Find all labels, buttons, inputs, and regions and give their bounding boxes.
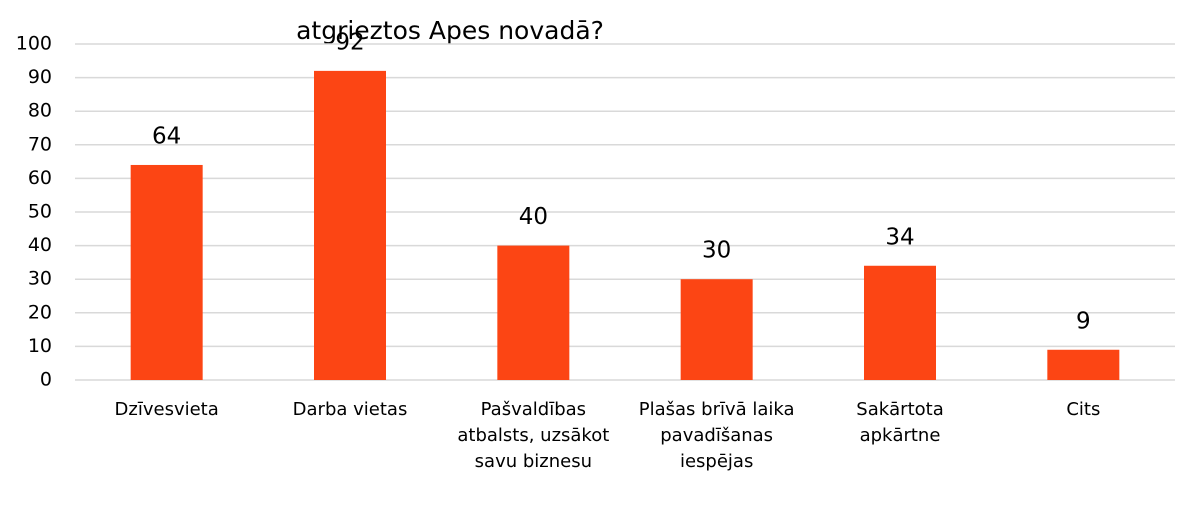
data-label: 92 <box>335 29 364 55</box>
y-tick-label: 100 <box>16 33 52 55</box>
bar <box>680 279 753 380</box>
data-label: 34 <box>885 224 914 250</box>
data-label: 64 <box>152 123 181 149</box>
x-tick-label: Pašvaldības atbalsts, uzsākot savu bizne… <box>457 399 610 472</box>
x-tick-label: Plašas brīvā laika pavadīšanas iespējas <box>638 399 795 472</box>
bar <box>864 265 936 380</box>
y-tick-label: 50 <box>28 201 52 223</box>
y-tick-label: 90 <box>28 66 52 88</box>
y-tick-label: 60 <box>28 167 52 189</box>
y-tick-label: 20 <box>28 301 52 323</box>
y-tick-label: 40 <box>28 234 52 256</box>
chart-title: atgrieztos Apes novadā? <box>296 16 604 45</box>
y-tick-label: 30 <box>28 268 52 290</box>
data-label: 30 <box>702 238 731 264</box>
y-tick-label: 80 <box>28 100 52 122</box>
bar <box>1047 349 1120 380</box>
y-tick-label: 10 <box>28 335 52 357</box>
bar <box>314 70 386 380</box>
x-tick-label: Darba vietas <box>292 399 408 420</box>
data-label: 40 <box>519 204 548 230</box>
bar <box>130 164 203 380</box>
x-tick-label: Cits <box>1066 399 1101 420</box>
x-tick-label: Sakārtota apkārtne <box>856 399 944 446</box>
x-tick-label: Dzīvesvieta <box>114 399 219 420</box>
bar <box>497 245 570 380</box>
y-tick-label: 0 <box>40 369 52 391</box>
data-label: 9 <box>1076 308 1091 334</box>
y-tick-label: 70 <box>28 133 52 155</box>
